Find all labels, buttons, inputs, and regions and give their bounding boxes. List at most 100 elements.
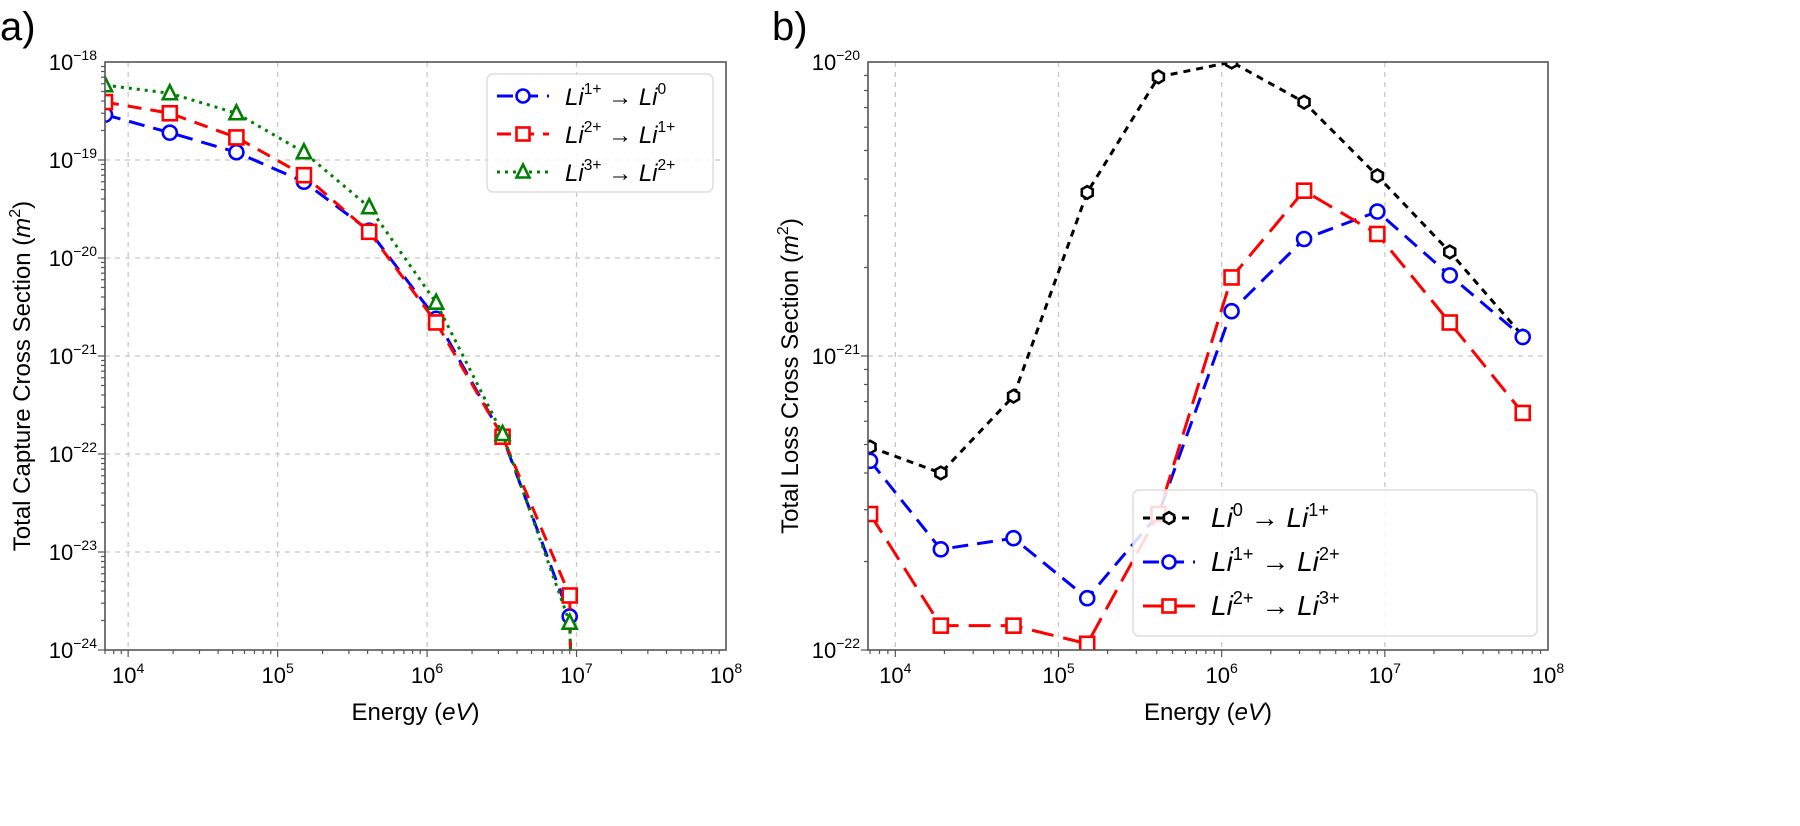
y-axis-label: Total Capture Cross Section (m2)	[7, 201, 36, 551]
panel-label: a)	[0, 5, 36, 49]
hexagon-marker	[1224, 62, 1239, 70]
x-axis-label: Energy (eV)	[1144, 699, 1272, 726]
hexagon-marker	[1006, 388, 1021, 405]
legend-label: Li1+ → Li2+	[1211, 544, 1340, 577]
legend-label: Li2+ → Li3+	[1211, 588, 1340, 621]
circle-marker	[868, 452, 879, 470]
grid	[105, 62, 726, 650]
legend-frame	[486, 73, 714, 193]
text-part: 2	[775, 226, 792, 235]
text-part: 10	[710, 663, 734, 688]
text-part: )	[777, 218, 804, 226]
text-part: −21	[836, 341, 860, 357]
text-part: 2+	[1233, 588, 1254, 608]
y-tick-label: 10−22	[812, 635, 860, 663]
text-part: Li	[639, 160, 658, 187]
legend-label: Li3+ → Li2+	[565, 157, 675, 187]
square-marker	[1295, 182, 1313, 199]
text-part: )	[9, 201, 36, 209]
text-part: Li	[565, 84, 584, 111]
legend-label: Li0 → Li1+	[1211, 500, 1329, 533]
x-axis-label: Energy (eV)	[351, 699, 479, 726]
legend-item: Li1+ → Li0	[497, 81, 667, 111]
legend-item: Li3+ → Li2+	[497, 157, 675, 187]
text-part: 7	[585, 660, 593, 676]
series-line	[105, 83, 572, 624]
text-part: 10	[879, 663, 903, 688]
text-part: −19	[73, 145, 97, 161]
y-tick-label: 10−21	[49, 341, 97, 369]
text-part: Li	[1211, 546, 1234, 577]
legend-item: Li0 → Li1+	[1143, 500, 1329, 533]
square-marker	[515, 126, 531, 142]
series-li3-li2-	[105, 74, 579, 650]
square-marker	[932, 617, 950, 634]
text-part: →	[601, 160, 638, 187]
text-part: →	[1254, 590, 1298, 621]
text-part: Energy (	[1144, 699, 1235, 726]
text-part: −20	[73, 243, 97, 259]
text-part: 4	[136, 660, 144, 676]
legend-label: Li2+ → Li1+	[565, 119, 675, 149]
text-part: 5	[1067, 660, 1075, 676]
square-marker	[295, 166, 313, 184]
circle-marker	[1005, 529, 1022, 547]
text-part: −18	[73, 47, 97, 63]
y-tick-label: 10−22	[49, 439, 97, 467]
text-part: Li	[1297, 546, 1320, 577]
text-part: 10	[49, 246, 73, 271]
text-part: 10	[261, 663, 285, 688]
text-part: 3+	[1319, 588, 1340, 608]
text-part: Total Capture Cross Section (	[9, 238, 36, 551]
text-part: −20	[836, 47, 860, 63]
circle-marker	[1369, 203, 1386, 220]
text-part: Li	[565, 122, 584, 149]
triangle-marker	[493, 423, 512, 442]
triangle-marker	[105, 74, 115, 93]
legend-frame	[1132, 489, 1538, 637]
text-part: 10	[49, 442, 73, 467]
text-part: 5	[286, 660, 294, 676]
text-part: Li	[1211, 590, 1234, 621]
text-part: 10	[49, 50, 73, 75]
x-tick-label: 105	[261, 660, 293, 688]
text-part: 7	[1393, 660, 1401, 676]
x-tick-label: 104	[112, 660, 144, 688]
square-marker	[1005, 617, 1022, 634]
text-part: 2+	[584, 119, 602, 136]
circle-marker	[105, 106, 114, 123]
text-part: 10	[812, 344, 836, 369]
text-part: 1+	[584, 81, 602, 98]
text-part: 10	[49, 540, 73, 565]
text-part: eV	[442, 699, 473, 726]
text-part: Li	[1286, 502, 1309, 533]
text-part: →	[1243, 502, 1287, 533]
y-tick-label: 10−23	[49, 537, 97, 565]
text-part: 1+	[1233, 544, 1254, 564]
text-part: →	[1254, 546, 1298, 577]
text-part: 10	[49, 638, 73, 663]
circle-marker	[1441, 267, 1459, 284]
hexagon-marker	[1443, 244, 1457, 260]
text-part: 10	[49, 148, 73, 173]
hexagon-marker	[1297, 94, 1311, 111]
circle-marker	[1078, 589, 1096, 607]
circle-marker	[161, 124, 179, 141]
text-part: m	[9, 218, 36, 238]
square-marker	[427, 314, 445, 331]
triangle-marker	[360, 196, 379, 215]
panel-label: b)	[772, 5, 808, 49]
square-marker	[1078, 635, 1096, 650]
hexagon-marker	[1162, 510, 1176, 526]
series-line	[869, 62, 1524, 475]
text-part: 10	[1042, 663, 1066, 688]
x-tick-label: 108	[710, 660, 742, 688]
square-marker	[1223, 269, 1240, 286]
hexagon-marker	[934, 465, 948, 481]
text-part: 6	[435, 660, 443, 676]
text-part: 1+	[658, 119, 676, 136]
circle-marker	[1161, 554, 1177, 570]
